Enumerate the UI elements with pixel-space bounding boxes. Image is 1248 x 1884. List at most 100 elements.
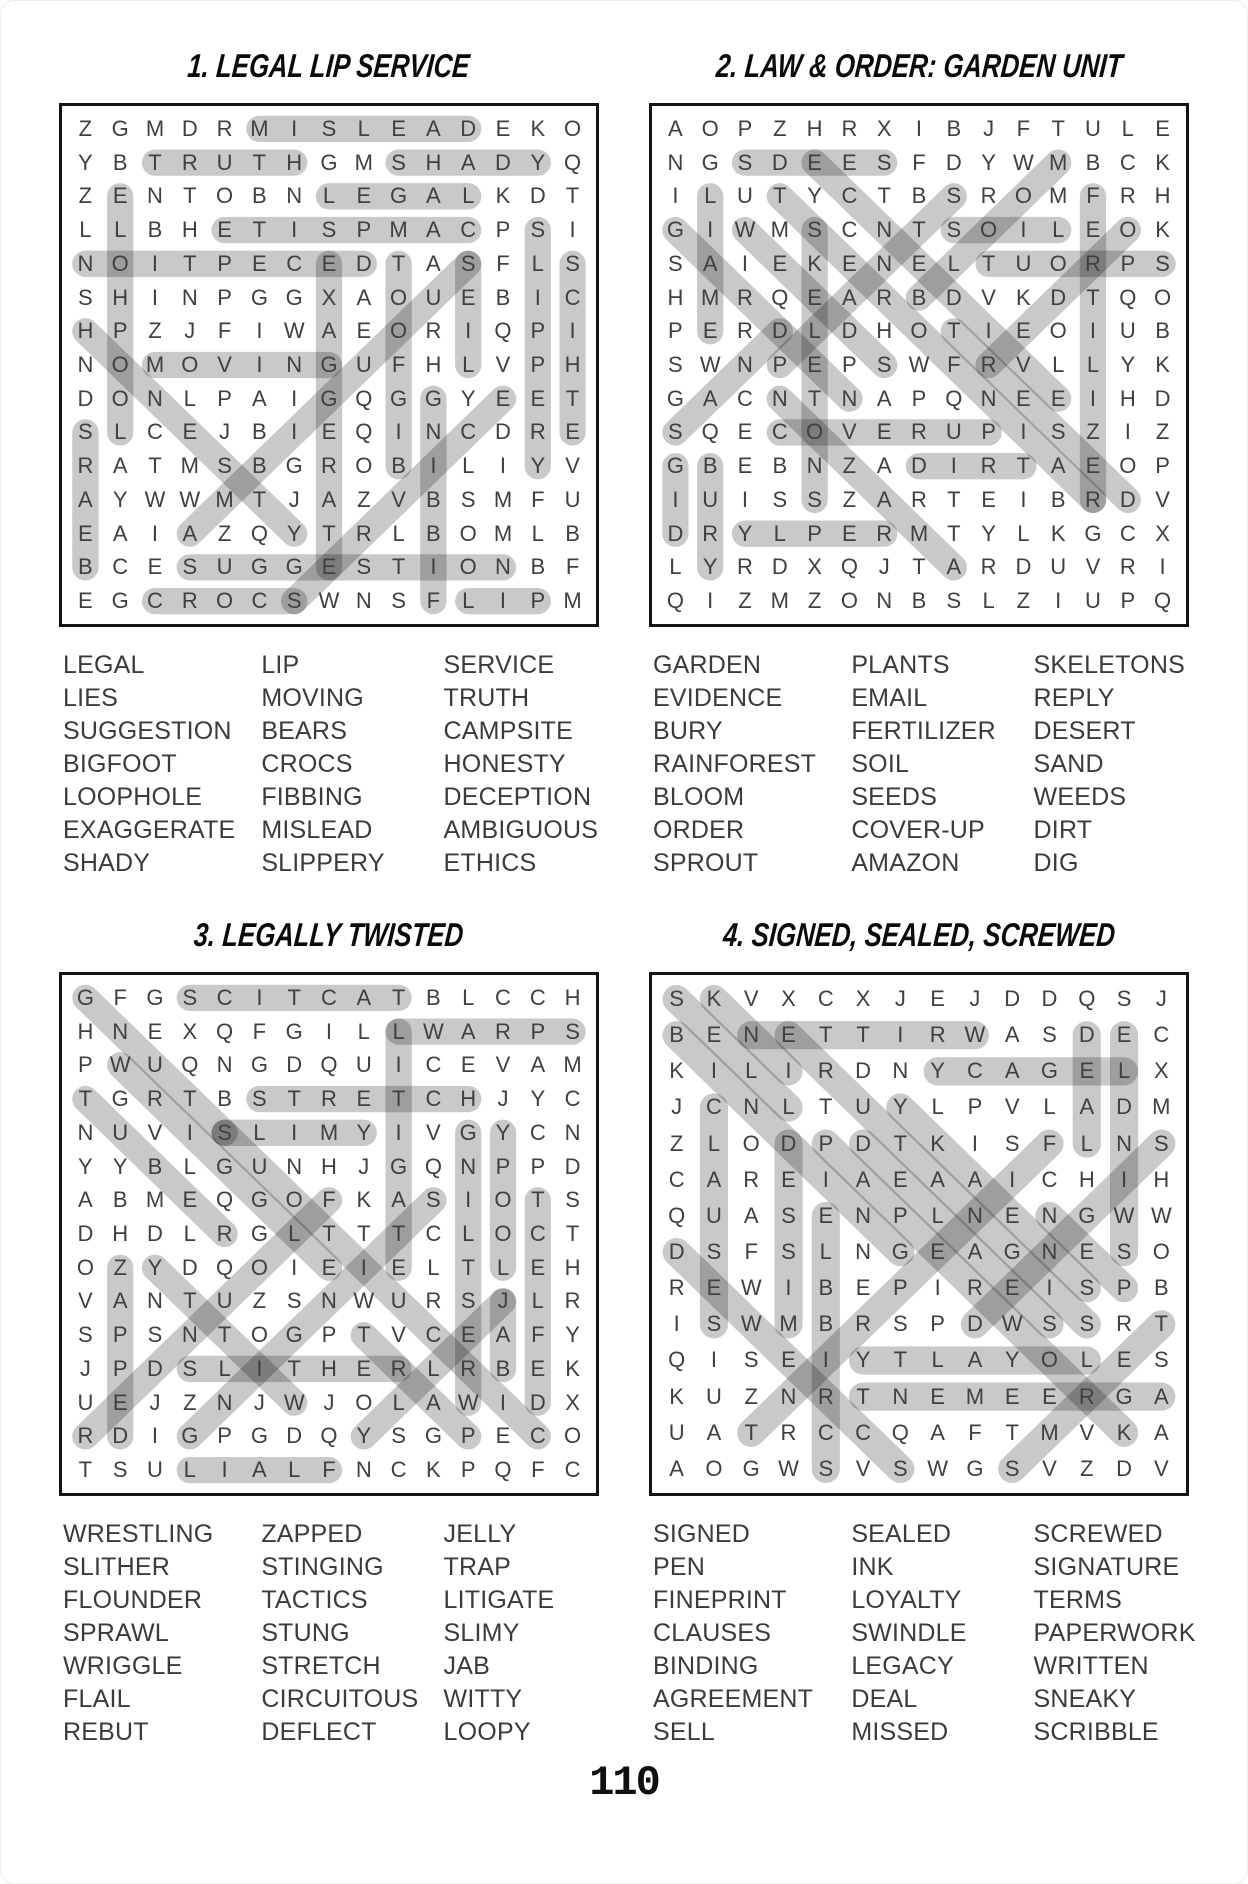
grid-cell: A bbox=[112, 453, 128, 479]
puzzle-title: 1. LEGAL LIP SERVICE bbox=[59, 47, 599, 85]
puzzle-title-text: 2. LAW & ORDER: GARDEN UNIT bbox=[714, 47, 1124, 84]
highlight-paperwork bbox=[811, 1129, 1139, 1447]
grid-cell: S bbox=[252, 1086, 267, 1112]
grid-cell: Q bbox=[216, 1018, 234, 1044]
grid-cell: F bbox=[565, 554, 580, 580]
grid-cell: Z bbox=[78, 183, 93, 209]
grid-cell: R bbox=[743, 1166, 760, 1192]
grid-cell: X bbox=[876, 115, 892, 141]
grid-cell: P bbox=[460, 1423, 476, 1449]
grid-cell: D bbox=[945, 149, 962, 175]
grid-cell: I bbox=[673, 1311, 680, 1337]
grid-cell: N bbox=[1116, 1130, 1132, 1156]
grid-cell: I bbox=[151, 1423, 159, 1449]
grid-cell: E bbox=[842, 149, 857, 175]
grid-cell: Y bbox=[1004, 1347, 1020, 1373]
grid-cell: E bbox=[565, 419, 580, 445]
grid-cell: R bbox=[911, 486, 927, 512]
word-list-column: SEALED INK LOYALTY SWINDLE LEGACY DEAL MISSED bbox=[851, 1518, 1033, 1749]
grid-cell: S bbox=[1042, 1311, 1057, 1337]
grid-cell: F bbox=[391, 351, 406, 377]
grid-cell: C bbox=[216, 984, 233, 1010]
grid-cell: T bbox=[1005, 1419, 1019, 1445]
grid-cell: P bbox=[967, 1094, 983, 1120]
puzzle-title-text: 1. LEGAL LIP SERVICE bbox=[186, 47, 472, 84]
grid-cell: Z bbox=[1086, 419, 1100, 445]
grid-cell: R bbox=[181, 149, 198, 175]
grid-cell: U bbox=[147, 1052, 163, 1078]
grid-cell: P bbox=[217, 385, 232, 411]
grid-cell: U bbox=[702, 486, 719, 512]
word-list-item: SOIL bbox=[851, 750, 910, 778]
grid-cell: H bbox=[77, 318, 94, 344]
grid-cell: F bbox=[322, 1457, 336, 1483]
grid-cell: W bbox=[1013, 149, 1034, 175]
grid-cell: N bbox=[855, 1202, 871, 1228]
grid-cell: L bbox=[1117, 1058, 1131, 1084]
grid-cell: L bbox=[183, 1153, 196, 1179]
word-list-item: LOYALTY bbox=[851, 1586, 962, 1614]
grid-cell: Y bbox=[495, 1119, 511, 1145]
word-list-item: SELL bbox=[653, 1718, 715, 1746]
highlight-rebut bbox=[72, 1085, 238, 1248]
grid-cell: S bbox=[1116, 986, 1132, 1012]
grid-cell: L bbox=[392, 1389, 405, 1415]
grid-cell: U bbox=[77, 1389, 94, 1415]
grid-cell: A bbox=[1050, 453, 1066, 479]
grid-cell: A bbox=[356, 284, 372, 310]
highlight-signed bbox=[960, 1129, 1176, 1339]
grid-cell: L bbox=[462, 984, 475, 1010]
grid-cell: L bbox=[462, 1220, 475, 1246]
grid-cell: R bbox=[390, 1355, 407, 1381]
grid-cell: F bbox=[968, 1419, 982, 1445]
grid-cell: V bbox=[391, 1322, 406, 1348]
grid-cell: E bbox=[807, 149, 822, 175]
grid-cell: C bbox=[855, 1419, 871, 1445]
grid-cell: W bbox=[283, 1389, 305, 1415]
grid-cell: A bbox=[252, 385, 267, 411]
grid-cell: G bbox=[285, 453, 303, 479]
grid-cell: L bbox=[531, 250, 544, 276]
grid-cell: V bbox=[217, 351, 232, 377]
word-list-column: LEGAL LIES SUGGESTION BIGFOOT LOOPHOLE EXAGGE… bbox=[63, 649, 261, 880]
word-list-item: SKELETONS bbox=[1033, 651, 1185, 679]
grid-cell: C bbox=[841, 183, 858, 209]
grid-cell: D bbox=[1050, 284, 1067, 310]
grid-cell: L bbox=[183, 1220, 196, 1246]
grid-cell: E bbox=[460, 1052, 476, 1078]
grid-cell: V bbox=[981, 284, 996, 310]
grid-cell: E bbox=[1004, 1275, 1020, 1301]
grid-cell: S bbox=[1079, 1275, 1095, 1301]
grid-cell: M bbox=[145, 351, 165, 377]
grid-cell: T bbox=[461, 1254, 475, 1280]
grid-cell: J bbox=[1155, 986, 1167, 1012]
grid-cell: B bbox=[426, 486, 441, 512]
grid-cell: C bbox=[1153, 1022, 1170, 1048]
grid-cell: N bbox=[1041, 1239, 1058, 1265]
grid-cell: Y bbox=[78, 149, 93, 175]
grid-cell: E bbox=[495, 115, 511, 141]
grid-cell: A bbox=[426, 250, 441, 276]
grid-cell: C bbox=[112, 554, 129, 580]
grid-cell: L bbox=[669, 554, 682, 580]
grid-cell: P bbox=[112, 1322, 128, 1348]
grid-cell: E bbox=[530, 1355, 546, 1381]
grid-cell: O bbox=[1049, 318, 1067, 344]
grid-cell: N bbox=[841, 385, 858, 411]
word-list-item: AMBIGUOUS bbox=[443, 816, 599, 844]
grid-cell: S bbox=[391, 1423, 406, 1449]
grid-cell: L bbox=[392, 520, 405, 546]
grid-cell: D bbox=[771, 149, 788, 175]
grid-cell: E bbox=[981, 486, 996, 512]
grid-cell: V bbox=[1085, 554, 1101, 580]
grid-cell: S bbox=[818, 1455, 834, 1481]
grid-cell: H bbox=[181, 217, 198, 243]
grid-cell: S bbox=[1004, 1455, 1020, 1481]
grid-cell: E bbox=[182, 1187, 198, 1213]
grid-cell: D bbox=[564, 1153, 581, 1179]
word-list-item: PLANTS bbox=[851, 651, 950, 679]
grid-cell: B bbox=[1085, 149, 1101, 175]
grid-cell: J bbox=[671, 1094, 683, 1120]
grid-cell: F bbox=[531, 486, 545, 512]
grid-cell: L bbox=[982, 588, 995, 614]
